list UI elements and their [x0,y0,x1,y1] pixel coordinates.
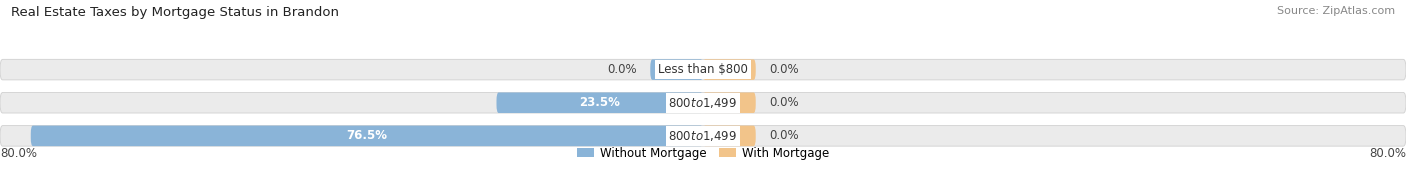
Text: $800 to $1,499: $800 to $1,499 [668,96,738,110]
FancyBboxPatch shape [31,126,703,146]
Text: 23.5%: 23.5% [579,96,620,109]
FancyBboxPatch shape [703,59,756,80]
FancyBboxPatch shape [0,93,1406,113]
FancyBboxPatch shape [496,93,703,113]
Text: Less than $800: Less than $800 [658,63,748,76]
Text: 80.0%: 80.0% [0,147,37,160]
FancyBboxPatch shape [650,59,703,80]
FancyBboxPatch shape [703,93,756,113]
Text: Source: ZipAtlas.com: Source: ZipAtlas.com [1277,6,1395,16]
Text: $800 to $1,499: $800 to $1,499 [668,129,738,143]
FancyBboxPatch shape [0,59,1406,80]
FancyBboxPatch shape [703,126,756,146]
Text: 80.0%: 80.0% [1369,147,1406,160]
Text: 0.0%: 0.0% [769,63,799,76]
Text: Real Estate Taxes by Mortgage Status in Brandon: Real Estate Taxes by Mortgage Status in … [11,6,339,19]
Text: 0.0%: 0.0% [769,96,799,109]
FancyBboxPatch shape [0,126,1406,146]
Legend: Without Mortgage, With Mortgage: Without Mortgage, With Mortgage [572,142,834,164]
Text: 76.5%: 76.5% [346,129,388,142]
Text: 0.0%: 0.0% [769,129,799,142]
Text: 0.0%: 0.0% [607,63,637,76]
